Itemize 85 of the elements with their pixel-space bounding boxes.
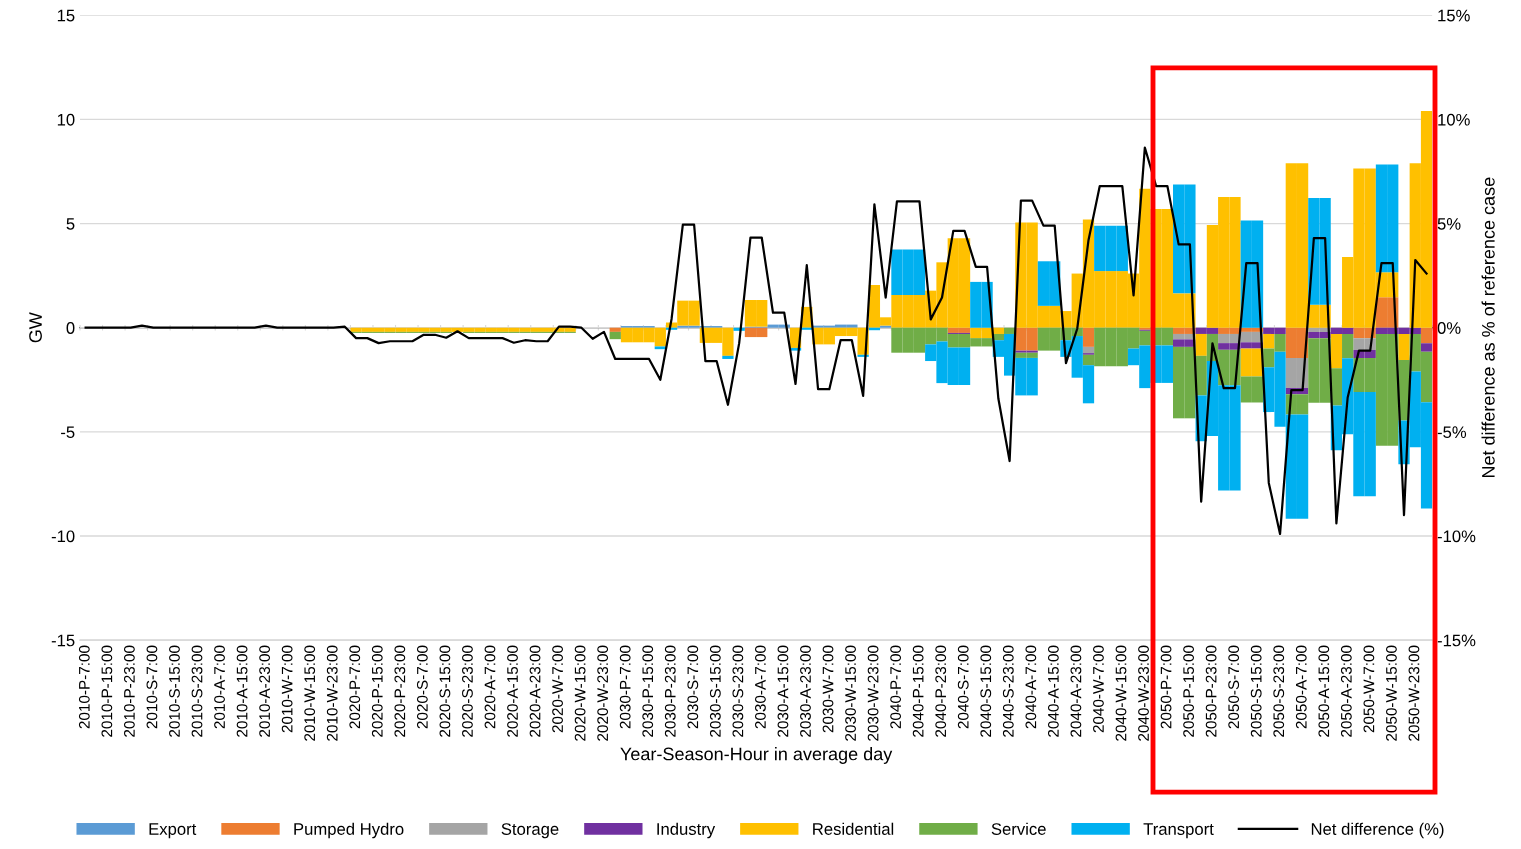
x-tick-label: 2010-P-23:00	[123, 645, 135, 737]
x-tick-label: 2040-P-23:00	[935, 645, 947, 737]
x-tick-label: 2050-A-23:00	[1340, 645, 1352, 737]
x-tick-label: 2010-P-15:00	[101, 645, 113, 737]
x-tick-label: 2030-A-7:00	[755, 645, 766, 729]
y2-tick-label: -15%	[1437, 634, 1476, 647]
x-tick-label: 2040-W-7:00	[1093, 645, 1104, 733]
x-tick-label: 2050-A-15:00	[1318, 645, 1330, 737]
x-tick-label: 2030-P-15:00	[642, 645, 654, 737]
x-tick-label: 2050-S-15:00	[1250, 645, 1262, 737]
x-tick-label: 2020-P-23:00	[394, 645, 406, 737]
x-tick-label: 2010-S-23:00	[191, 645, 203, 737]
x-tick-label: 2020-W-23:00	[597, 645, 609, 741]
x-tick-label: 2010-W-15:00	[304, 645, 316, 741]
x-tick-label: 2020-S-7:00	[416, 645, 428, 729]
x-tick-label: 2030-W-15:00	[845, 645, 856, 741]
y-tick-label: 0	[66, 322, 75, 334]
x-tick-label: 2020-A-23:00	[529, 645, 541, 737]
y2-axis-title: Net difference as % of reference case	[1481, 177, 1495, 478]
x-tick-label: 2020-W-7:00	[552, 645, 563, 733]
x-tick-label: 2020-P-7:00	[349, 645, 361, 729]
x-tick-label: 2040-S-23:00	[1002, 645, 1014, 737]
x-tick-label: 2030-P-7:00	[619, 645, 631, 729]
x-tick-label: 2040-S-15:00	[980, 645, 992, 737]
x-tick-label: 2050-W-23:00	[1408, 645, 1420, 741]
x-tick-label: 2040-S-7:00	[957, 645, 969, 729]
x-axis-title: Year-Season-Hour in average day	[620, 747, 893, 764]
x-tick-label: 2050-P-23:00	[1205, 645, 1217, 737]
x-tick-label: 2010-A-23:00	[259, 645, 271, 737]
legend-label: Transport	[1143, 823, 1214, 839]
y-tick-label: -15	[51, 634, 75, 647]
x-tick-label: 2030-W-23:00	[867, 645, 879, 741]
x-tick-label: 2010-A-7:00	[214, 645, 225, 729]
y-tick-label: 5	[66, 218, 75, 230]
x-tick-label: 2010-W-7:00	[281, 645, 293, 733]
y2-tick-label: 5%	[1437, 218, 1461, 230]
x-tick-label: 2040-P-7:00	[890, 645, 902, 729]
x-tick-label: 2050-S-7:00	[1228, 645, 1240, 729]
x-tick-label: 2020-A-15:00	[507, 645, 518, 737]
x-tick-label: 2040-P-15:00	[912, 645, 924, 737]
x-tick-label: 2030-W-7:00	[822, 645, 834, 733]
x-tick-label: 2050-A-7:00	[1295, 645, 1307, 729]
x-tick-label: 2030-S-7:00	[687, 645, 699, 729]
x-tick-label: 2040-A-23:00	[1070, 645, 1082, 737]
legend-label: Residential	[813, 822, 894, 835]
y2-tick-label: -10%	[1437, 530, 1476, 543]
y2-tick-label: 10%	[1438, 113, 1470, 126]
x-tick-label: 2050-S-23:00	[1273, 645, 1285, 737]
x-tick-label: 2040-A-7:00	[1025, 645, 1037, 729]
x-tick-label: 2020-S-15:00	[439, 645, 451, 737]
x-tick-label: 2050-P-15:00	[1183, 645, 1195, 737]
x-tick-label: 2010-S-7:00	[146, 645, 158, 729]
x-tick-label: 2010-W-23:00	[326, 645, 338, 741]
x-tick-label: 2040-W-15:00	[1115, 645, 1127, 741]
x-tick-label: 2030-S-15:00	[709, 645, 721, 737]
x-tick-label: 2050-P-7:00	[1160, 645, 1172, 729]
legend-label: Net difference (%)	[1311, 822, 1444, 839]
y-tick-label: -10	[51, 530, 75, 543]
x-tick-label: 2030-S-23:00	[732, 645, 744, 737]
x-tick-label: 2040-W-23:00	[1138, 645, 1149, 741]
x-tick-label: 2050-W-7:00	[1363, 645, 1375, 733]
y-axis-title: GW	[29, 312, 42, 343]
y2-tick-label: -5%	[1437, 426, 1467, 439]
x-tick-label: 2020-P-15:00	[371, 645, 383, 737]
y2-tick-label: 15%	[1438, 9, 1470, 22]
x-tick-label: 2030-P-23:00	[664, 645, 676, 737]
x-tick-label: 2020-W-15:00	[574, 645, 586, 741]
x-tick-label: 2030-A-23:00	[800, 645, 811, 737]
x-tick-label: 2030-A-15:00	[777, 645, 789, 737]
x-tick-label: 2020-S-23:00	[462, 645, 473, 737]
y-tick-label: 10	[57, 113, 75, 126]
legend-label: Pumped Hydro	[294, 822, 404, 839]
y-tick-label: -5	[61, 426, 75, 439]
legend-label: Export	[149, 823, 197, 839]
legend-label: Service	[991, 822, 1046, 835]
x-tick-label: 2050-W-15:00	[1386, 645, 1397, 741]
y-tick-label: 15	[57, 9, 75, 22]
x-tick-label: 2010-A-15:00	[236, 645, 248, 737]
x-tick-label: 2010-P-7:00	[78, 645, 90, 729]
x-tick-label: 2040-A-15:00	[1047, 645, 1059, 737]
x-tick-label: 2020-A-7:00	[484, 645, 496, 729]
legend-label: Storage	[501, 823, 559, 839]
x-tick-label: 2010-S-15:00	[169, 645, 180, 737]
y2-tick-label: 0%	[1437, 322, 1461, 334]
legend-label: Industry	[657, 822, 716, 839]
